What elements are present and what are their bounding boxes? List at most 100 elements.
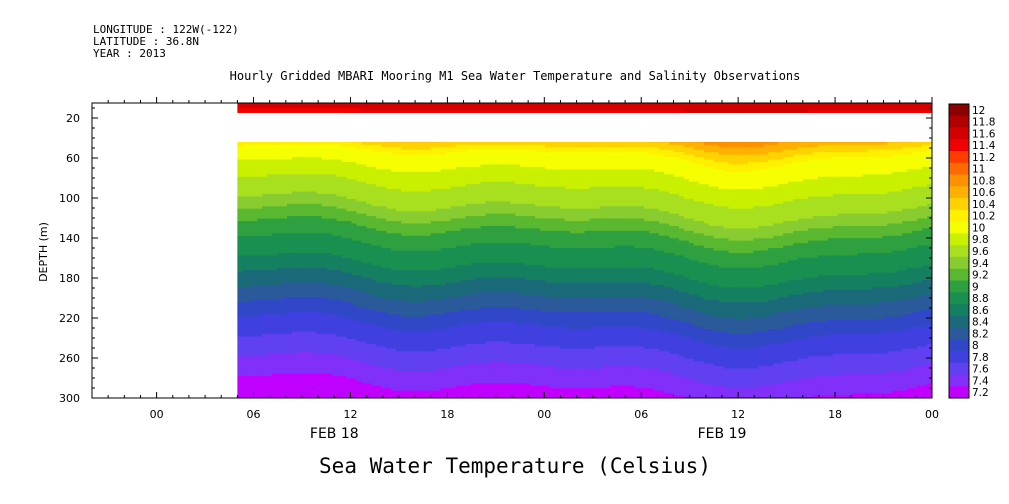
field-cell <box>396 257 402 261</box>
field-cell <box>406 248 412 252</box>
field-cell <box>237 252 243 257</box>
field-cell <box>381 388 387 392</box>
field-cell <box>430 395 437 398</box>
field-cell <box>331 159 338 163</box>
field-cell <box>361 329 367 333</box>
field-cell <box>406 346 412 350</box>
field-cell <box>287 208 293 212</box>
field-cell <box>301 157 308 161</box>
field-cell <box>287 356 293 360</box>
field-cell <box>341 331 348 335</box>
field-cell <box>237 225 243 229</box>
field-cell <box>257 363 263 367</box>
field-cell <box>420 378 427 382</box>
field-cell <box>366 363 372 367</box>
field-cell <box>301 203 308 207</box>
field-cell <box>311 144 318 148</box>
field-cell <box>420 144 427 148</box>
field-cell <box>430 225 437 229</box>
field-cell <box>272 309 278 313</box>
field-cell <box>306 353 313 357</box>
field-cell <box>257 255 263 259</box>
field-cell <box>252 240 258 244</box>
field-cell <box>287 385 293 389</box>
field-cell <box>351 316 358 320</box>
field-cell <box>435 388 442 392</box>
field-cell <box>247 304 253 308</box>
field-cell <box>430 373 437 377</box>
field-cell <box>306 307 313 311</box>
field-cell <box>366 326 372 330</box>
field-cell <box>391 211 397 215</box>
field-cell <box>242 393 248 397</box>
field-cell <box>321 356 328 360</box>
field-cell <box>306 230 313 234</box>
field-cell <box>406 378 412 382</box>
field-cell <box>381 343 387 347</box>
field-cell <box>301 388 308 392</box>
field-cell <box>356 289 363 293</box>
field-cell <box>346 324 353 328</box>
field-cell <box>247 356 253 360</box>
field-cell <box>267 304 273 308</box>
field-cell <box>386 324 392 328</box>
field-cell <box>316 282 323 286</box>
field-cell <box>291 390 298 394</box>
field-cell <box>247 149 253 153</box>
field-cell <box>351 385 358 389</box>
field-cell <box>331 302 338 306</box>
field-cell <box>346 171 353 175</box>
field-cell <box>301 363 308 367</box>
field-cell <box>282 299 288 303</box>
field-cell <box>296 319 303 323</box>
field-cell <box>425 198 432 202</box>
field-cell <box>326 144 333 148</box>
field-cell <box>311 307 318 311</box>
field-cell <box>301 149 308 153</box>
field-cell <box>381 336 387 340</box>
field-cell <box>435 181 442 185</box>
field-cell <box>272 304 278 308</box>
field-cell <box>346 292 353 296</box>
field-cell <box>386 346 392 350</box>
field-cell <box>351 363 358 367</box>
field-cell <box>420 110 427 114</box>
field-cell <box>252 297 258 301</box>
field-cell <box>420 319 427 323</box>
field-cell <box>356 361 363 365</box>
field-cell <box>406 326 412 330</box>
field-cell <box>435 154 442 158</box>
field-cell <box>356 270 363 274</box>
field-cell <box>287 280 293 284</box>
field-cell <box>341 230 348 234</box>
field-cell <box>425 375 432 379</box>
field-cell <box>291 287 298 291</box>
field-cell <box>331 201 338 205</box>
field-cell <box>425 238 432 242</box>
field-cell <box>321 267 328 271</box>
field-cell <box>247 302 253 306</box>
field-cell <box>406 284 412 288</box>
field-cell <box>316 284 323 288</box>
field-cell <box>257 383 263 387</box>
field-cell <box>282 176 288 180</box>
field-cell <box>316 149 323 153</box>
field-cell <box>252 110 258 114</box>
field-cell <box>257 287 263 291</box>
field-cell <box>341 248 348 252</box>
field-cell <box>321 193 328 198</box>
field-cell <box>386 245 392 249</box>
field-cell <box>356 353 363 357</box>
field-cell <box>356 218 363 222</box>
field-cell <box>346 110 353 114</box>
field-cell <box>356 221 363 225</box>
field-cell <box>401 238 407 242</box>
field-cell <box>257 147 263 151</box>
field-cell <box>262 370 268 375</box>
field-cell <box>381 159 387 163</box>
field-cell <box>356 307 363 311</box>
field-cell <box>435 189 442 193</box>
field-cell <box>435 289 442 293</box>
field-cell <box>287 272 293 276</box>
field-cell <box>311 380 318 384</box>
